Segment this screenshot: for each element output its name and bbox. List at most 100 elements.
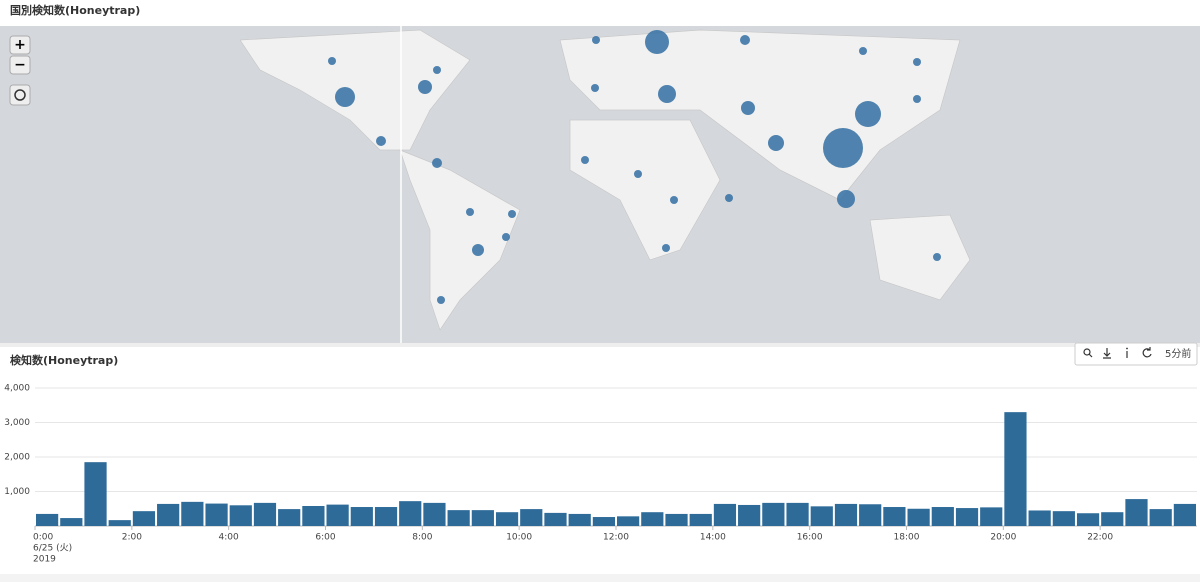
bar <box>1076 513 1100 526</box>
bar <box>859 504 882 526</box>
map-marker <box>823 128 863 168</box>
download-icon[interactable] <box>1103 348 1111 359</box>
bar <box>181 501 204 526</box>
map-marker <box>913 95 921 103</box>
bar <box>786 502 809 526</box>
bar <box>883 507 906 526</box>
zoom-out-icon: − <box>14 57 26 73</box>
info-dot <box>1126 347 1128 350</box>
bar-chart: 1,000 2,000 3,000 4,000 0:00 2:00 4:00 6:00 8:00… <box>4 384 1197 565</box>
map-marker <box>376 136 386 146</box>
map-marker <box>418 80 432 94</box>
bar <box>810 506 833 526</box>
locate[interactable] <box>9 84 31 106</box>
x-tick-label: 20:00 <box>990 533 1016 543</box>
bar <box>713 503 737 526</box>
bar <box>980 507 1003 526</box>
x-tick-label: 16:00 <box>797 533 823 543</box>
footer-strip <box>0 574 1200 582</box>
map-marker <box>437 296 445 304</box>
map-marker <box>662 244 670 252</box>
bar <box>471 510 494 526</box>
bar <box>1028 510 1051 526</box>
x-tick-label: 0:00 <box>33 533 53 543</box>
refresh-icon[interactable] <box>1142 347 1152 358</box>
bar <box>84 462 107 526</box>
x-tick-label: 8:00 <box>412 533 432 543</box>
bar <box>617 516 640 526</box>
bar <box>520 509 543 526</box>
bar <box>374 507 398 526</box>
map-marker <box>740 35 750 45</box>
map-marker <box>933 253 941 261</box>
bar <box>229 505 252 526</box>
bar <box>762 502 785 526</box>
map-marker <box>725 194 733 202</box>
north-america <box>239 29 471 151</box>
bar <box>326 504 349 526</box>
bar <box>447 510 470 526</box>
zoom-out[interactable] <box>9 55 31 75</box>
bar <box>544 512 567 526</box>
separator <box>0 343 1200 347</box>
bar <box>350 507 373 526</box>
map-marker <box>859 47 867 55</box>
map: + − <box>0 26 1200 343</box>
y-tick-label: 3,000 <box>4 418 30 428</box>
map-marker <box>466 208 474 216</box>
africa <box>569 119 721 261</box>
bar <box>205 503 228 526</box>
x-tick-label: 10:00 <box>506 533 532 543</box>
map-controls: + − <box>9 35 31 106</box>
x-tick-label: 14:00 <box>700 533 726 543</box>
bar <box>423 502 446 526</box>
bar <box>931 507 954 526</box>
bar <box>1052 511 1075 526</box>
bar <box>399 501 422 526</box>
map-marker <box>670 196 678 204</box>
bar <box>665 513 688 526</box>
bar <box>1004 412 1027 526</box>
bar <box>834 503 858 526</box>
y-tick-label: 1,000 <box>4 487 30 497</box>
bar <box>641 512 664 526</box>
map-marker <box>658 85 676 103</box>
markers <box>328 30 941 304</box>
toolbar-box <box>1074 342 1198 366</box>
map-marker <box>508 210 516 218</box>
bar <box>108 520 131 526</box>
y-tick-label: 4,000 <box>4 384 30 394</box>
bar <box>157 503 180 526</box>
bar <box>1173 503 1196 526</box>
map-marker <box>328 57 336 65</box>
time-ago: 5分前 <box>1165 347 1191 360</box>
x-tick-label: 22:00 <box>1087 533 1113 543</box>
bar <box>568 513 591 526</box>
x-tick-label: 12:00 <box>603 533 629 543</box>
x-tick-label: 18:00 <box>894 533 920 543</box>
zoom-in-icon: + <box>14 37 26 53</box>
bar <box>253 502 277 526</box>
map-marker <box>433 66 441 74</box>
x-tick-label: 4:00 <box>219 533 239 543</box>
map-marker <box>592 36 600 44</box>
map-marker <box>634 170 642 178</box>
bar <box>36 513 59 526</box>
map-marker <box>855 101 881 127</box>
map-marker <box>645 30 669 54</box>
map-marker <box>502 233 510 241</box>
zoom-in[interactable] <box>9 35 31 55</box>
map-marker <box>741 101 755 115</box>
search-icon[interactable] <box>1083 348 1091 356</box>
x-year-label: 2019 <box>33 555 56 565</box>
map-marker <box>591 84 599 92</box>
locate-icon <box>14 89 26 101</box>
bar <box>955 508 979 526</box>
panel-title: 国別検知数(Honeytrap) <box>10 3 140 17</box>
map-marker <box>432 158 442 168</box>
bar <box>907 508 930 526</box>
bar <box>278 509 301 526</box>
map-marker <box>581 156 589 164</box>
bar <box>1149 509 1172 526</box>
